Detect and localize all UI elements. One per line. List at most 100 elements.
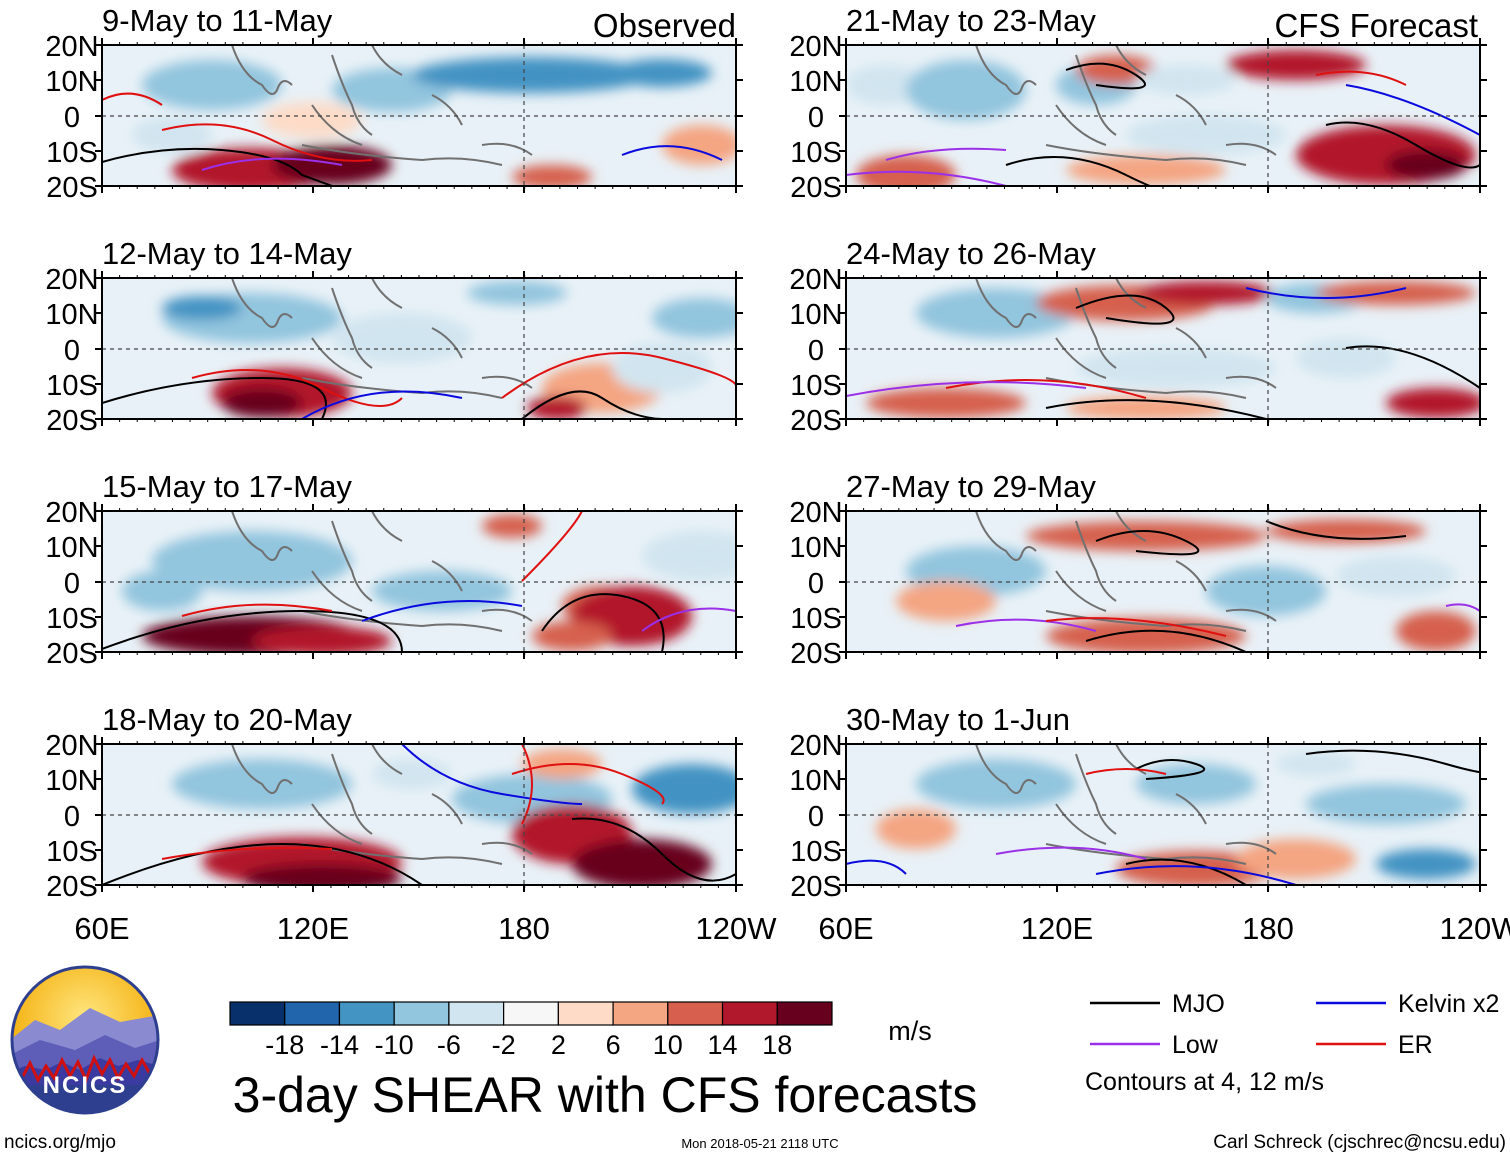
low-contour xyxy=(846,170,1007,186)
y-tick-label: 10N xyxy=(789,299,842,331)
coastlines xyxy=(231,45,533,166)
coastline xyxy=(1045,144,1247,166)
shading-blob xyxy=(1386,150,1466,180)
shading-blob xyxy=(372,759,452,789)
y-tick-label: 20S xyxy=(46,172,98,204)
coastline xyxy=(431,560,463,592)
mjo-contour xyxy=(1075,294,1175,325)
contours xyxy=(846,749,1480,885)
colorbar-tick-label: -18 xyxy=(265,1030,304,1060)
kelvin-contour xyxy=(1095,865,1297,885)
coastline xyxy=(481,142,533,156)
low-contour xyxy=(846,381,1087,397)
shading-blob xyxy=(527,396,587,419)
shading-blob xyxy=(876,809,956,849)
low-contour xyxy=(995,846,1147,860)
shading-blob xyxy=(1046,618,1246,652)
shading-blob xyxy=(162,296,242,320)
shading-blob xyxy=(1316,281,1476,305)
shading-layer xyxy=(162,281,736,419)
legend-item: Low xyxy=(1090,1031,1219,1059)
mjo-contour xyxy=(102,842,423,885)
source-url[interactable]: ncics.org/mjo xyxy=(4,1132,116,1153)
colorbar-swatch xyxy=(557,1001,614,1026)
coastline xyxy=(1115,744,1147,775)
legend-label: MJO xyxy=(1172,990,1225,1018)
y-tick-label: 10N xyxy=(789,66,842,98)
coastline xyxy=(331,287,373,369)
shading-blob xyxy=(372,571,512,611)
ncics-logo: NCICS xyxy=(10,965,160,1115)
x-tick-label: 120W xyxy=(696,911,778,946)
mjo-contour xyxy=(102,609,403,652)
coastline xyxy=(371,511,403,542)
coastline xyxy=(1075,520,1117,602)
shading-blob xyxy=(612,59,712,87)
shading-blob xyxy=(866,388,1026,418)
y-tick-label: 10N xyxy=(45,532,98,564)
shading-blob xyxy=(1206,566,1326,616)
colorbar-tick-label: -14 xyxy=(320,1030,359,1060)
y-tick-label: 10N xyxy=(789,532,842,564)
low-contour xyxy=(955,618,1097,632)
shading-blob xyxy=(896,581,996,621)
kelvin-contour xyxy=(401,744,583,805)
coastline xyxy=(311,337,363,379)
y-tick-label: 0 xyxy=(64,801,80,833)
kelvin-contour xyxy=(621,145,723,161)
units-label: m/s xyxy=(888,1016,932,1046)
shading-blob xyxy=(846,65,926,105)
shading-blob xyxy=(1396,611,1476,651)
shading-blob xyxy=(512,165,592,186)
er-contour xyxy=(181,603,333,617)
y-tick-label: 10N xyxy=(45,765,98,797)
x-tick-label: 120E xyxy=(277,911,349,946)
shading-layer xyxy=(866,281,1480,419)
shading-layer xyxy=(846,50,1476,186)
colorbar-tick-label: -2 xyxy=(492,1030,516,1060)
shading-blob xyxy=(1336,556,1456,596)
y-tick-label: 20N xyxy=(45,31,98,63)
contours xyxy=(102,92,723,186)
shading-blob xyxy=(467,281,567,305)
er-contour xyxy=(191,369,403,407)
legend-label: Kelvin x2 xyxy=(1398,990,1499,1018)
kelvin-contour xyxy=(361,600,523,622)
mjo-contour xyxy=(1345,345,1480,389)
shading-blob xyxy=(642,531,736,581)
colorbar-tick-label: 10 xyxy=(653,1030,683,1060)
contour-note: Contours at 4, 12 m/s xyxy=(1085,1068,1324,1096)
coastline xyxy=(481,841,533,855)
y-tick-label: 20N xyxy=(45,264,98,296)
coastline xyxy=(1225,841,1277,855)
panel-date-label: 30-May to 1-Jun xyxy=(846,702,1070,737)
legend-item: Kelvin x2 xyxy=(1316,990,1499,1018)
colorbar-tick-label: 6 xyxy=(606,1030,621,1060)
coastline xyxy=(975,45,1037,95)
shading-blob xyxy=(152,531,352,591)
mjo-contour xyxy=(102,147,333,186)
coastline xyxy=(975,278,1037,328)
coastline xyxy=(371,278,403,309)
mjo-contour xyxy=(571,817,736,882)
y-tick-label: 20N xyxy=(789,730,842,762)
contours xyxy=(102,511,736,652)
coastline xyxy=(301,610,503,632)
colorbar: -18 -14 -10 -6 -2 2 6 10 14 18 xyxy=(229,1001,833,1060)
shading-blob xyxy=(856,155,956,186)
shading-blob xyxy=(652,298,736,338)
y-tick-label: 20N xyxy=(45,730,98,762)
shading-blob xyxy=(242,864,402,885)
contours xyxy=(955,520,1480,652)
mjo-contour xyxy=(1305,749,1480,774)
coastline xyxy=(311,104,363,146)
shading-blob xyxy=(1296,338,1396,378)
coastline xyxy=(1115,45,1147,76)
er-contour xyxy=(1315,70,1407,86)
colorbar-swatch xyxy=(448,1001,505,1026)
colorbar-swatch xyxy=(229,1001,286,1026)
coastline xyxy=(431,793,463,825)
shading-blob xyxy=(1066,155,1226,185)
shading-blob xyxy=(906,60,1026,120)
